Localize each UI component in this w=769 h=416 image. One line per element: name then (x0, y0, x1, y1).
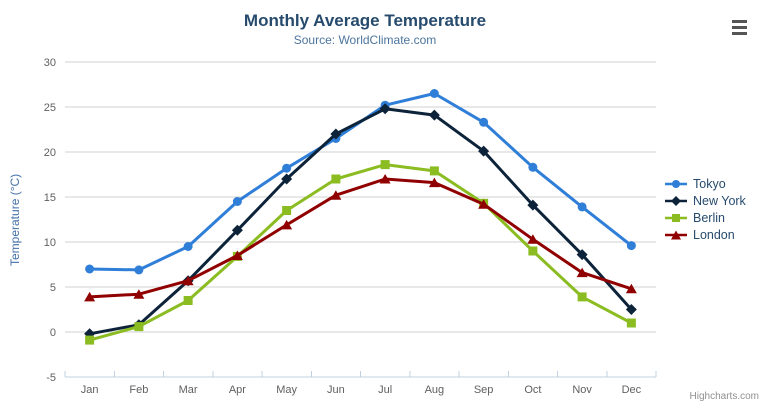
data-point-new-york[interactable] (330, 128, 342, 140)
y-axis-tick-label: 5 (50, 282, 56, 294)
data-point-tokyo[interactable] (282, 163, 292, 173)
hamburger-icon (732, 26, 747, 29)
data-point-london[interactable] (379, 174, 391, 184)
context-menu-button[interactable] (731, 20, 749, 35)
circle-marker-icon (665, 179, 687, 188)
chart-title: Monthly Average Temperature (243, 11, 487, 30)
x-axis-tick-label: Jan (81, 384, 99, 396)
data-point-tokyo[interactable] (232, 197, 242, 206)
data-point-tokyo[interactable] (479, 117, 489, 127)
triangle-marker-icon (665, 230, 687, 239)
series-line-new-york[interactable] (88, 107, 633, 336)
x-axis-tick-label: Feb (129, 384, 148, 396)
x-axis-tick-label: Sep (474, 384, 494, 396)
x-axis-tick-label: Jun (327, 384, 345, 396)
data-point-berlin[interactable] (282, 206, 292, 215)
data-point-berlin[interactable] (85, 335, 95, 345)
data-point-berlin[interactable] (331, 174, 341, 184)
data-point-berlin[interactable] (577, 292, 587, 302)
y-axis-tick-label: 20 (44, 147, 56, 159)
legend-label: London (693, 227, 735, 242)
data-point-tokyo[interactable] (85, 264, 95, 274)
data-point-london[interactable] (330, 190, 342, 200)
data-point-tokyo[interactable] (577, 202, 587, 212)
data-point-new-york[interactable] (379, 103, 391, 115)
chart-subtitle: Source: WorldClimate.com (293, 33, 437, 47)
y-axis-tick-label: 25 (44, 102, 56, 114)
series-line-london[interactable] (88, 177, 633, 299)
x-axis-tick-label: Aug (425, 384, 445, 396)
data-point-berlin[interactable] (429, 166, 439, 176)
data-point-london[interactable] (133, 289, 145, 299)
hamburger-icon (732, 32, 747, 35)
x-axis-tick-label: May (276, 384, 297, 396)
data-point-new-york[interactable] (625, 304, 637, 315)
data-point-new-york[interactable] (231, 224, 243, 236)
y-axis-tick-label: 10 (44, 237, 56, 249)
data-point-berlin[interactable] (626, 318, 636, 328)
data-point-london[interactable] (527, 234, 539, 244)
credits-link[interactable]: Highcharts.com (689, 391, 759, 402)
x-axis-tick-label: Dec (622, 384, 642, 396)
legend-label: Berlin (693, 210, 725, 225)
hamburger-icon (732, 20, 747, 23)
data-point-new-york[interactable] (527, 199, 539, 211)
y-axis-tick-label: 30 (44, 57, 56, 69)
legend-label: New York (693, 193, 746, 208)
data-point-london[interactable] (182, 275, 194, 286)
x-axis-tick-label: Apr (229, 384, 246, 396)
data-point-tokyo[interactable] (626, 241, 636, 251)
data-point-tokyo[interactable] (429, 89, 439, 98)
data-point-new-york[interactable] (478, 145, 490, 157)
series-line-berlin[interactable] (88, 163, 633, 342)
legend-item-new-york[interactable]: New York (664, 192, 746, 209)
x-axis-tick-label: Oct (524, 384, 541, 396)
data-point-berlin[interactable] (380, 160, 390, 170)
diamond-marker-icon (665, 195, 687, 206)
data-point-london[interactable] (84, 291, 96, 302)
legend-item-berlin[interactable]: Berlin (664, 209, 746, 226)
data-point-berlin[interactable] (134, 322, 144, 332)
data-point-london[interactable] (478, 199, 490, 209)
x-axis-tick-label: Mar (179, 384, 198, 396)
legend-item-london[interactable]: London (664, 226, 746, 243)
y-axis-tick-label: 15 (44, 192, 56, 204)
data-point-new-york[interactable] (281, 173, 293, 185)
x-axis-tick-label: Jul (378, 384, 392, 396)
legend-item-tokyo[interactable]: Tokyo (664, 175, 746, 192)
data-point-london[interactable] (231, 250, 243, 261)
data-point-new-york[interactable] (576, 249, 588, 261)
legend-label: Tokyo (693, 176, 726, 191)
data-point-new-york[interactable] (428, 109, 440, 121)
x-axis-tick-label: Nov (572, 384, 592, 396)
data-point-london[interactable] (428, 177, 440, 188)
legend: Tokyo New York Berlin London (664, 175, 746, 243)
y-axis-tick-label: -5 (46, 372, 56, 384)
data-point-tokyo[interactable] (183, 242, 193, 251)
data-point-berlin[interactable] (183, 296, 193, 305)
data-point-london[interactable] (281, 219, 293, 230)
data-point-london[interactable] (576, 267, 588, 278)
square-marker-icon (665, 213, 687, 222)
data-point-tokyo[interactable] (528, 162, 538, 172)
data-point-berlin[interactable] (528, 246, 538, 256)
y-axis-tick-label: 0 (50, 327, 56, 339)
data-point-london[interactable] (625, 283, 637, 294)
data-point-tokyo[interactable] (134, 265, 144, 275)
